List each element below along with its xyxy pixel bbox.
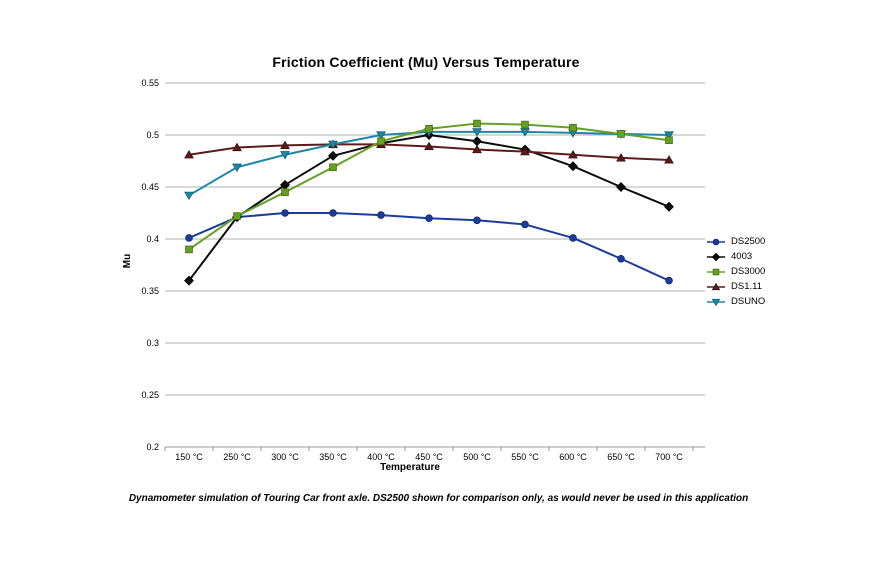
marker-circle <box>377 211 385 219</box>
legend-marker-icon <box>707 298 725 306</box>
x-tick-label: 550 °C <box>511 452 539 462</box>
marker-triangle-down <box>472 128 482 137</box>
x-tick-label: 250 °C <box>223 452 251 462</box>
marker-square <box>521 120 529 129</box>
legend-label: 4003 <box>731 250 753 262</box>
marker-circle <box>185 234 193 242</box>
marker-triangle-up <box>280 140 290 149</box>
legend-label: DS3000 <box>731 265 766 277</box>
marker-triangle-down <box>328 140 338 150</box>
marker-circle <box>569 234 577 242</box>
legend-item-DS1.11: DS1.11 <box>706 279 765 294</box>
marker-triangle-down <box>376 131 386 140</box>
marker-diamond <box>568 161 578 172</box>
marker-diamond <box>664 201 674 212</box>
legend: DS2500 4003 DS3000 DS1.11 DSUNO <box>706 234 765 309</box>
y-tick-label: 0.5 <box>146 130 159 140</box>
marker-square <box>185 245 193 254</box>
legend-label: DS1.11 <box>731 280 762 292</box>
legend-marker-icon <box>707 268 725 275</box>
legend-item-4003: 4003 <box>706 249 765 264</box>
marker-triangle-up <box>520 146 530 156</box>
x-tick-label: 600 °C <box>559 452 587 462</box>
y-tick-label: 0.45 <box>141 182 159 192</box>
marker-diamond <box>472 136 482 147</box>
marker-triangle-up <box>184 149 194 159</box>
legend-label: DS2500 <box>731 235 766 247</box>
marker-diamond <box>184 275 194 286</box>
x-axis-title: Temperature <box>380 462 440 473</box>
y-tick-label: 0.3 <box>146 338 159 348</box>
marker-square <box>569 123 577 132</box>
marker-circle <box>617 254 625 263</box>
marker-square <box>281 188 289 197</box>
marker-square <box>712 268 720 275</box>
x-tick-label: 400 °C <box>367 452 395 462</box>
marker-triangle-up <box>664 155 674 164</box>
marker-circle <box>712 238 720 245</box>
marker-circle <box>425 214 433 223</box>
x-tick-label: 450 °C <box>415 452 443 462</box>
marker-diamond <box>328 150 338 161</box>
legend-item-DS2500: DS2500 <box>706 234 765 249</box>
series-line-DSUNO <box>188 130 670 197</box>
marker-triangle-up <box>711 282 721 290</box>
marker-square <box>377 137 385 146</box>
x-tick-label: 650 °C <box>607 452 635 462</box>
x-tick-label: 700 °C <box>655 452 683 462</box>
x-tick-label: 500 °C <box>463 452 491 462</box>
marker-triangle-up <box>616 153 626 162</box>
legend-marker-icon <box>707 252 725 261</box>
chart-title: Friction Coefficient (Mu) Versus Tempera… <box>272 54 580 70</box>
marker-triangle-up <box>424 141 434 151</box>
marker-triangle-down <box>664 131 674 140</box>
y-tick-label: 0.2 <box>146 442 159 452</box>
marker-triangle-down <box>184 191 194 201</box>
legend-item-DSUNO: DSUNO <box>706 294 765 309</box>
x-tick-label: 300 °C <box>271 452 299 462</box>
marker-triangle-up <box>232 142 242 152</box>
y-tick-label: 0.55 <box>141 78 159 88</box>
marker-diamond <box>616 182 626 192</box>
marker-triangle-up <box>472 144 482 154</box>
marker-square <box>329 163 337 172</box>
marker-circle <box>473 216 481 225</box>
marker-square <box>425 124 433 133</box>
y-tick-label: 0.4 <box>146 234 159 244</box>
marker-triangle-down <box>520 128 530 137</box>
y-tick-label: 0.25 <box>141 390 159 400</box>
footnote: Dynamometer simulation of Touring Car fr… <box>128 493 749 504</box>
y-tick-label: 0.35 <box>141 286 159 296</box>
series-line-DS2500 <box>188 212 670 282</box>
legend-marker-icon <box>707 282 725 290</box>
legend-item-DS3000: DS3000 <box>706 264 765 279</box>
marker-circle <box>329 209 337 217</box>
marker-triangle-up <box>568 149 578 159</box>
marker-square <box>233 212 241 220</box>
marker-triangle-down <box>711 298 721 306</box>
x-tick-label: 150 °C <box>175 452 203 462</box>
legend-marker-icon <box>707 238 725 245</box>
marker-square <box>617 130 625 138</box>
marker-triangle-down <box>280 151 290 160</box>
marker-circle <box>521 220 529 229</box>
marker-circle <box>281 209 289 217</box>
marker-square <box>473 119 481 128</box>
marker-diamond <box>711 252 721 261</box>
x-tick-label: 350 °C <box>319 452 347 462</box>
marker-square <box>665 136 673 145</box>
legend-label: DSUNO <box>731 295 766 307</box>
marker-triangle-down <box>232 163 242 173</box>
marker-circle <box>665 276 673 285</box>
